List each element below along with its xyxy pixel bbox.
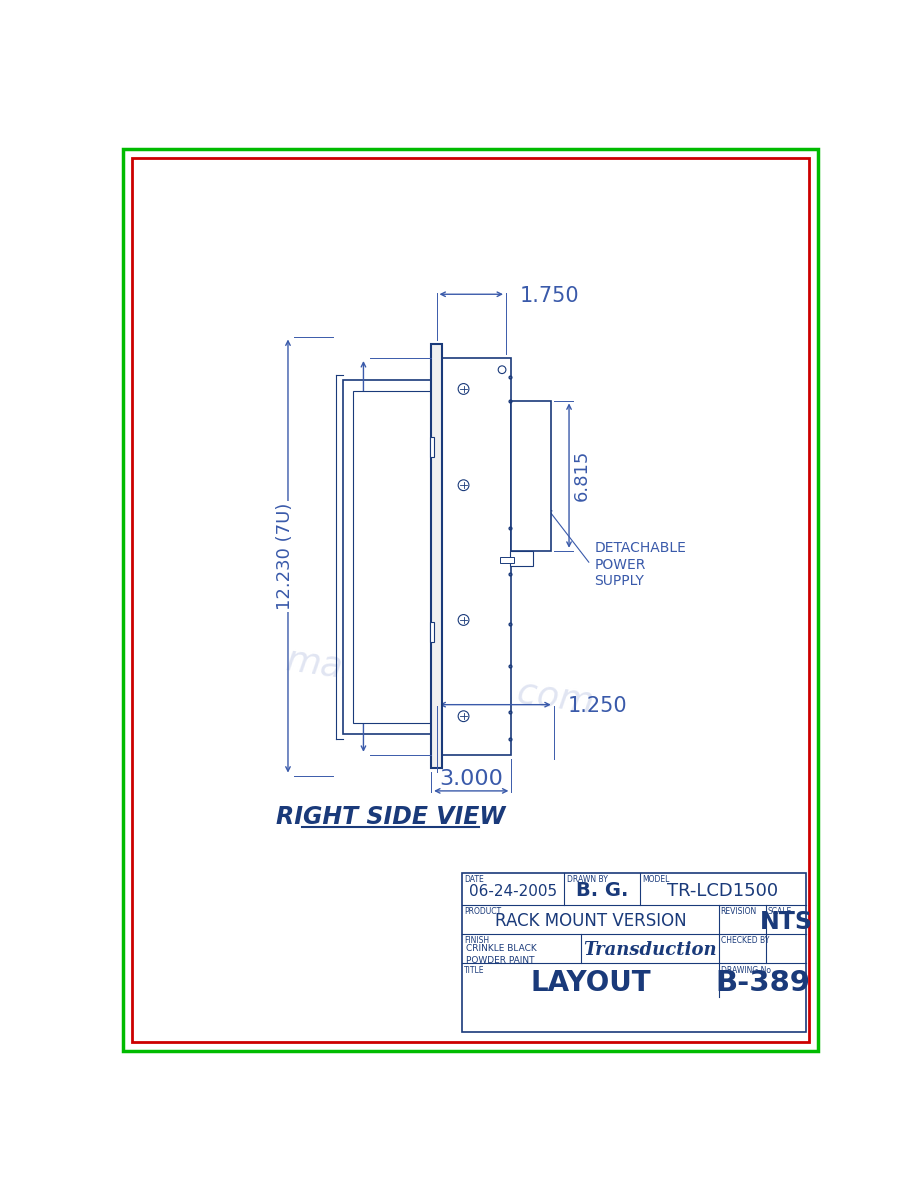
Text: TITLE: TITLE [465,966,485,974]
Bar [431,345,442,767]
Text: FINISH: FINISH [465,936,489,946]
Text: 3.000: 3.000 [440,769,503,789]
Text: SCALE: SCALE [767,908,792,916]
Bar [509,551,532,565]
Text: 06-24-2005: 06-24-2005 [469,884,557,898]
Bar [442,358,511,754]
Bar [353,391,431,723]
Text: DRAWN BY: DRAWN BY [566,874,608,884]
Text: DETACHABLE
POWER
SUPPLY: DETACHABLE POWER SUPPLY [595,542,687,588]
Text: REVISION: REVISION [721,908,757,916]
Text: TR-LCD1500: TR-LCD1500 [667,881,778,901]
Text: PRODUCT: PRODUCT [465,908,501,916]
Bar [430,437,433,456]
Text: NTS: NTS [760,910,812,934]
Bar [462,872,806,1032]
Text: CRINKLE BLACK
POWDER PAINT: CRINKLE BLACK POWDER PAINT [465,944,537,965]
Text: LAYOUT: LAYOUT [531,968,651,997]
Text: DATE: DATE [465,874,484,884]
Text: RACK MOUNT VERSION: RACK MOUNT VERSION [495,912,687,930]
Bar [342,380,431,734]
Bar [511,400,552,551]
Text: 1.750: 1.750 [520,286,579,305]
Bar [499,557,513,563]
Text: 11.000: 11.000 [352,525,369,588]
Text: CHECKED BY: CHECKED BY [721,936,769,946]
Text: B-389: B-389 [715,968,811,997]
Text: Transduction: Transduction [584,941,717,959]
Text: 6.815: 6.815 [573,450,591,501]
Text: RIGHT SIDE VIEW: RIGHT SIDE VIEW [275,805,505,829]
Text: 1.250: 1.250 [567,696,627,716]
Text: B. G.: B. G. [576,881,628,901]
Text: MODEL: MODEL [643,874,669,884]
Text: manualsrive.com: manualsrive.com [284,643,597,720]
Text: 12.230 (7U): 12.230 (7U) [276,503,294,609]
Text: DRAWING No: DRAWING No [721,966,771,974]
Bar [430,623,433,642]
